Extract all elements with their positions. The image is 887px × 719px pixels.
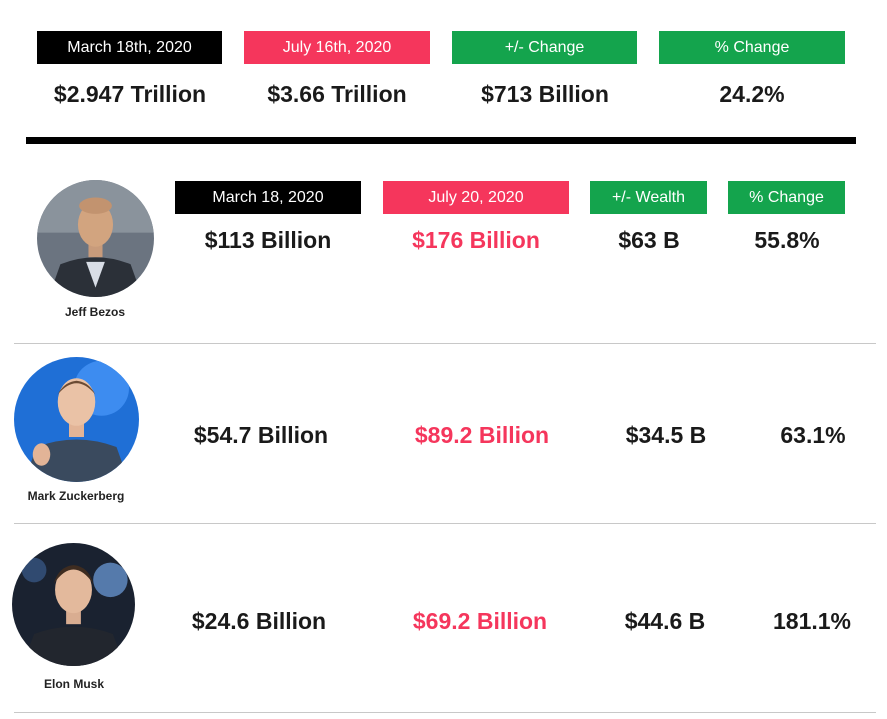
person-end-value: $176 Billion	[412, 227, 540, 253]
person-start-value: $113 Billion	[204, 227, 332, 253]
summary-value-pct: 24.2%	[719, 81, 785, 107]
avatar-elon-musk	[12, 543, 135, 666]
summary-value-change: $713 Billion	[481, 81, 609, 107]
person-change-value: $34.5 B	[625, 422, 707, 448]
person-end-value: $69.2 Billion	[412, 608, 548, 634]
row-divider	[14, 343, 876, 344]
section-divider	[26, 137, 856, 144]
summary-value-end: $3.66 Trillion	[267, 81, 407, 107]
detail-header-wealth: +/- Wealth	[590, 181, 707, 214]
summary-header-pct: % Change	[659, 31, 845, 64]
person-name: Jeff Bezos	[64, 305, 126, 319]
detail-header-start: March 18, 2020	[175, 181, 361, 214]
person-name: Elon Musk	[43, 677, 104, 691]
row-divider	[14, 523, 876, 524]
summary-header-start: March 18th, 2020	[37, 31, 222, 64]
person-end-value: $89.2 Billion	[414, 422, 550, 448]
summary-value-start: $2.947 Trillion	[53, 81, 207, 107]
avatar-jeff-bezos	[37, 180, 154, 297]
person-pct-value: 55.8%	[754, 227, 820, 253]
row-divider	[14, 712, 876, 713]
person-change-value: $63 B	[618, 227, 680, 253]
summary-header-change: +/- Change	[452, 31, 637, 64]
detail-header-pct: % Change	[728, 181, 845, 214]
avatar-mark-zuckerberg	[14, 357, 139, 482]
person-change-value: $44.6 B	[624, 608, 706, 634]
person-start-value: $54.7 Billion	[193, 422, 329, 448]
person-name: Mark Zuckerberg	[27, 489, 125, 503]
detail-header-end: July 20, 2020	[383, 181, 569, 214]
person-start-value: $24.6 Billion	[191, 608, 327, 634]
person-pct-value: 63.1%	[780, 422, 846, 448]
summary-header-end: July 16th, 2020	[244, 31, 430, 64]
person-pct-value: 181.1%	[772, 608, 851, 634]
